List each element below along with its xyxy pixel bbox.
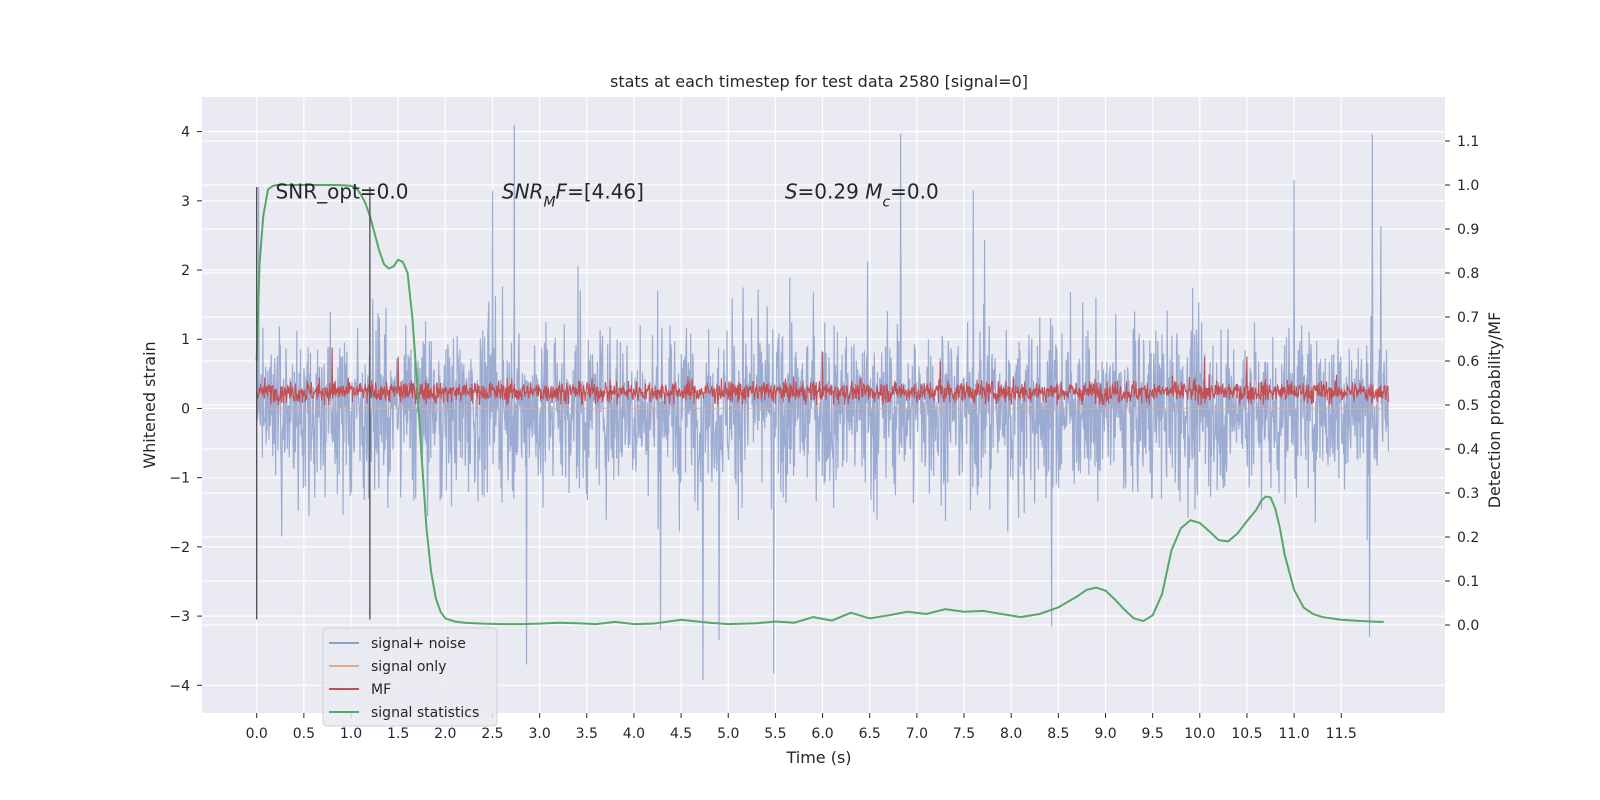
y2-tick-label: 0.2 [1457,530,1479,546]
y2-tick-label: 1.1 [1457,134,1479,150]
annotation-snr-opt: SNR_opt=0.0 [276,179,409,203]
y2-tick-label: 0.4 [1457,442,1479,458]
chart-title: stats at each timestep for test data 258… [610,72,1028,91]
x-tick-label: 4.0 [623,726,645,742]
y-tick-label: 0 [181,401,190,417]
y-tick-label: −4 [169,678,190,694]
y-tick-label: 2 [181,263,190,279]
x-tick-label: 3.0 [528,726,550,742]
x-tick-label: 8.0 [1000,726,1022,742]
x-tick-label: 1.0 [340,726,362,742]
x-tick-label: 11.0 [1279,726,1310,742]
y2-tick-label: 0.3 [1457,486,1479,502]
y2-tick-label: 0.1 [1457,574,1479,590]
y-tick-label: −3 [169,609,190,625]
legend-label: MF [371,682,391,698]
x-tick-label: 5.0 [717,726,739,742]
legend: signal+ noise signal only MF signal statist… [322,627,498,727]
legend-box [322,627,498,727]
plot-area [202,97,1445,713]
axes: 0.0 0.5 1.0 1.5 2.0 2.5 3.0 3.5 4.0 4.5 5.0 5.5 6.0 6… [169,125,1479,742]
y2-tick-label: 0.9 [1457,222,1479,238]
y2-axis-title: Detection probability/MF [1485,312,1504,509]
legend-label: signal only [371,659,446,675]
legend-label: signal statistics [371,705,479,721]
x-tick-label: 5.5 [764,726,786,742]
x-tick-label: 7.5 [953,726,975,742]
annotation-snr-mf: SNRMF=[4.46] [502,179,644,210]
x-tick-label: 9.0 [1094,726,1116,742]
series-signal-noise [256,124,1390,680]
y2-tick-label: 0.5 [1457,398,1479,414]
x-tick-label: 4.5 [670,726,692,742]
x-tick-label: 0.5 [293,726,315,742]
y-tick-label: −2 [169,540,190,556]
x-tick-label: 10.5 [1231,726,1262,742]
annotation-s-stat: S=0.29 Mc=0.0 [785,179,939,210]
x-tick-label: 8.5 [1047,726,1069,742]
x-tick-label: 10.0 [1184,726,1215,742]
legend-label: signal+ noise [371,636,466,652]
series-mf [256,347,1389,406]
x-tick-label: 0.0 [246,726,268,742]
x-axis-title: Time (s) [785,748,851,767]
series-signal-statistics [255,184,1384,626]
y2-tick-label: 1.0 [1457,178,1479,194]
y-tick-label: 4 [181,125,190,141]
x-tick-label: 6.0 [811,726,833,742]
y2-tick-label: 0.8 [1457,266,1479,282]
series-layer [255,124,1390,680]
y2-tick-label: 0.6 [1457,354,1479,370]
y2-tick-label: 0.7 [1457,310,1479,326]
x-tick-label: 2.0 [434,726,456,742]
x-tick-label: 9.5 [1142,726,1164,742]
y-axis-title: Whitened strain [140,341,159,468]
x-tick-label: 7.0 [906,726,928,742]
y2-tick-label: 0.0 [1457,618,1479,634]
x-tick-label: 6.5 [859,726,881,742]
x-tick-label: 2.5 [481,726,503,742]
x-tick-label: 11.5 [1326,726,1357,742]
y-tick-label: 1 [181,332,190,348]
x-tick-label: 3.5 [576,726,598,742]
y-tick-label: −1 [169,471,190,487]
x-tick-label: 1.5 [387,726,409,742]
y-tick-label: 3 [181,194,190,210]
